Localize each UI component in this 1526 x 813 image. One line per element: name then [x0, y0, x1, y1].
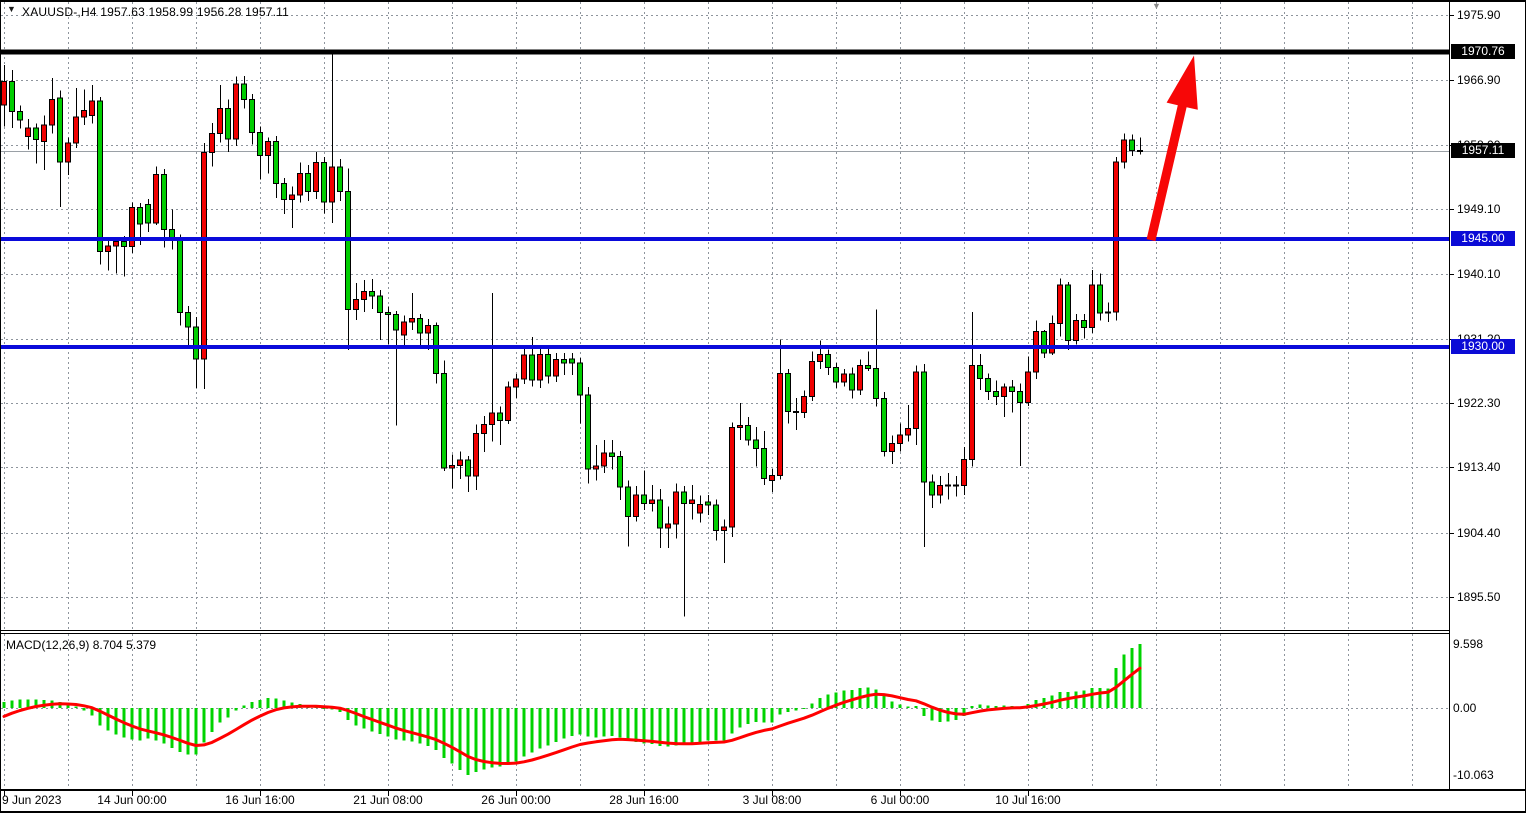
price-tick-label: 1975.90 [1457, 8, 1501, 22]
window-border-left [0, 0, 1, 813]
time-tick-label: 3 Jul 08:00 [742, 793, 802, 807]
macd-tick-label: 0.00 [1453, 701, 1477, 715]
price-tick-label: 1913.40 [1457, 460, 1501, 474]
price-level-label: 1957.11 [1451, 143, 1515, 158]
pane-separator-bottom [0, 633, 1450, 634]
macd-signal-line [2, 666, 1142, 765]
price-level-label: 1970.76 [1451, 44, 1515, 59]
macd-indicator-label: MACD(12,26,9) 8.704 5.379 [6, 638, 157, 652]
time-tick-label: 9 Jun 2023 [2, 793, 62, 807]
time-tick-label: 26 Jun 00:00 [481, 793, 551, 807]
time-axis-separator [0, 789, 1526, 791]
time-tick-label: 16 Jun 16:00 [225, 793, 295, 807]
axis-separator-vertical [1449, 0, 1450, 790]
trend-arrow[interactable] [1146, 55, 1198, 242]
time-tick-label: 21 Jun 08:00 [353, 793, 423, 807]
symbol-ohlc-readout: XAUUSD-,H4 1957.63 1958.99 1956.28 1957.… [22, 5, 290, 19]
price-tick-label: 1922.30 [1457, 396, 1501, 410]
time-tick-label: 28 Jun 16:00 [609, 793, 679, 807]
symbol-collapse-icon[interactable]: ▼ [7, 4, 16, 14]
price-tick-label: 1966.90 [1457, 73, 1501, 87]
candlestick-series [1, 52, 1143, 617]
macd-tick-label: 9.598 [1453, 637, 1484, 651]
price-tick-label: 1949.10 [1457, 202, 1501, 216]
pane-separator-top [0, 630, 1450, 631]
macd-tick-label: -10.063 [1453, 768, 1494, 782]
chart-shift-marker-icon[interactable]: ▼ [1152, 1, 1161, 11]
price-level-label: 1930.00 [1451, 339, 1515, 354]
time-tick-label: 6 Jul 00:00 [870, 793, 930, 807]
price-tick-label: 1940.10 [1457, 267, 1501, 281]
time-tick-label: 14 Jun 00:00 [97, 793, 167, 807]
price-tick-label: 1904.40 [1457, 526, 1501, 540]
window-border-bottom [0, 811, 1526, 813]
window-border-top [0, 0, 1526, 2]
macd-histogram [2, 644, 1142, 776]
price-level-label: 1945.00 [1451, 231, 1515, 246]
time-tick-label: 10 Jul 16:00 [995, 793, 1061, 807]
price-tick-label: 1895.50 [1457, 590, 1501, 604]
